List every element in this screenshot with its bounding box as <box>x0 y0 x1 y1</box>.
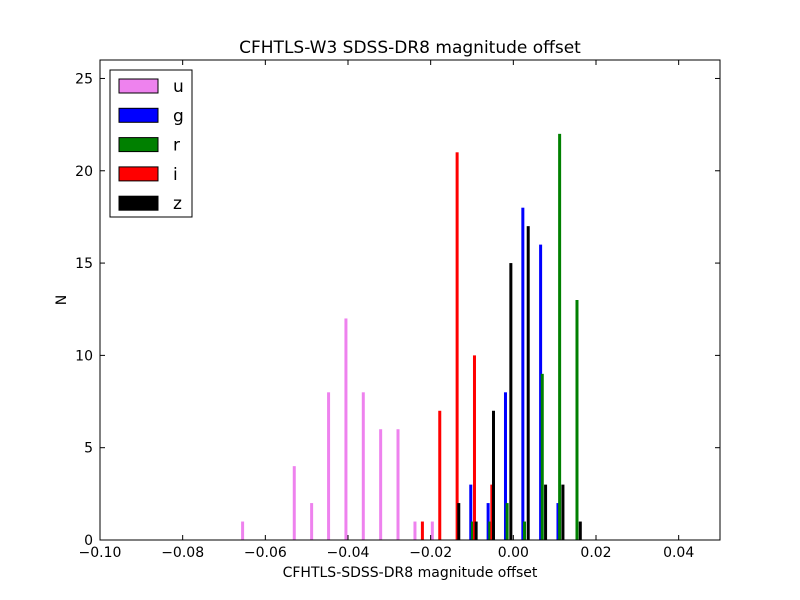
bar-g-2 <box>503 392 507 540</box>
x-tick-label: −0.10 <box>79 545 122 561</box>
y-tick-label: 20 <box>75 164 93 180</box>
bar-g-3 <box>521 207 525 540</box>
bar-u-7 <box>396 429 400 540</box>
bar-r-5 <box>558 133 562 540</box>
bar-u-2 <box>310 503 314 540</box>
bar-u-6 <box>379 429 383 540</box>
legend-swatch-u <box>118 78 159 94</box>
bar-z-4 <box>526 226 530 540</box>
legend-label-i: i <box>173 165 178 185</box>
x-axis-label: CFHTLS-SDSS-DR8 magnitude offset <box>283 565 538 581</box>
bar-r-2 <box>505 503 509 540</box>
bar-r-3 <box>522 521 526 540</box>
bar-z-1 <box>474 521 478 540</box>
bar-u-3 <box>327 392 331 540</box>
bar-z-7 <box>578 521 582 540</box>
x-tick-label: −0.06 <box>244 545 287 561</box>
legend-swatch-g <box>118 107 159 123</box>
y-tick-label: 0 <box>84 533 93 549</box>
bar-z-6 <box>561 484 565 540</box>
bar-i-3 <box>472 355 476 540</box>
x-axis: −0.10 −0.08 −0.06 −0.04 −0.02 0.00 0.02 0.04 <box>79 60 694 561</box>
legend-swatch-z <box>118 195 159 211</box>
bar-u-5 <box>361 392 365 540</box>
x-tick-label: −0.08 <box>161 545 204 561</box>
bar-z-0 <box>457 503 461 540</box>
legend-swatch-r <box>118 137 159 153</box>
bar-r-6 <box>575 300 579 540</box>
x-tick-label: 0.00 <box>498 545 529 561</box>
bar-r-1 <box>488 521 492 540</box>
y-tick-label: 5 <box>84 441 93 457</box>
bar-g-5 <box>556 503 560 540</box>
bar-r-4 <box>540 373 544 540</box>
x-tick-label: 0.04 <box>663 545 694 561</box>
chart-title: CFHTLS-W3 SDSS-DR8 magnitude offset <box>239 38 581 58</box>
bar-i-2 <box>455 152 459 541</box>
legend-label-z: z <box>173 194 182 214</box>
x-tick-label: −0.02 <box>409 545 452 561</box>
y-axis-label: N <box>54 295 70 305</box>
bar-u-0 <box>241 521 245 540</box>
y-tick-label: 15 <box>75 256 93 272</box>
legend-swatch-i <box>118 166 159 182</box>
legend-label-u: u <box>173 77 184 97</box>
x-tick-label: −0.04 <box>327 545 370 561</box>
y-tick-label: 10 <box>75 348 93 364</box>
bar-g-4 <box>539 244 543 540</box>
plot-frame <box>99 59 721 541</box>
bar-z-2 <box>491 410 495 540</box>
bar-r-0 <box>470 521 474 540</box>
bar-z-5 <box>544 484 548 540</box>
bar-u-1 <box>292 466 296 540</box>
y-tick-label: 25 <box>75 71 93 87</box>
bar-u-9 <box>430 521 434 540</box>
legend-label-r: r <box>173 136 180 156</box>
legend-label-g: g <box>173 106 184 126</box>
y-axis: 0 5 10 15 20 25 <box>75 71 720 549</box>
x-tick-label: 0.02 <box>580 545 611 561</box>
bar-u-8 <box>413 521 417 540</box>
bar-g-1 <box>486 503 490 540</box>
bar-i-1 <box>438 410 442 540</box>
bar-i-0 <box>420 521 424 540</box>
bar-z-3 <box>509 263 513 540</box>
bar-i-4 <box>490 484 494 540</box>
bar-u-4 <box>344 318 348 540</box>
bar-g-0 <box>469 484 473 540</box>
bars-layer <box>241 133 582 541</box>
